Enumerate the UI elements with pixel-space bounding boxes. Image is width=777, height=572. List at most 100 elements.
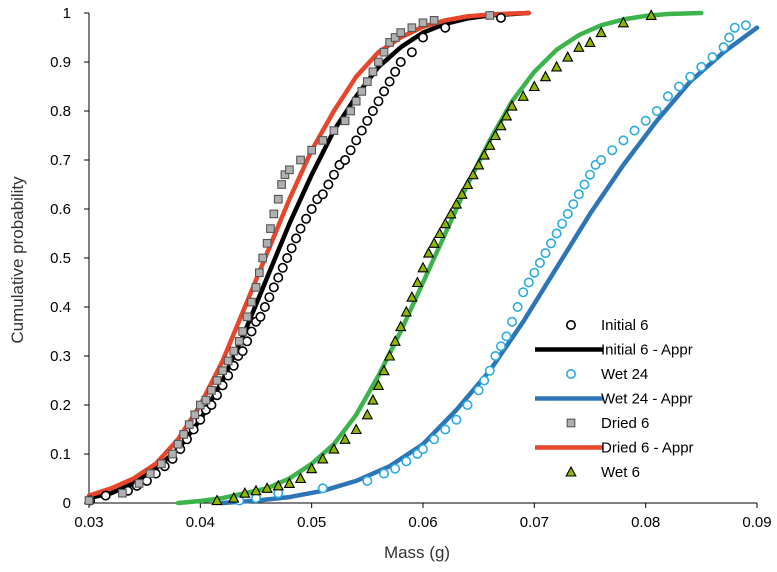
dried-6-point xyxy=(168,449,177,459)
dried-6-point xyxy=(157,459,166,469)
x-tick-label: 0.09 xyxy=(742,514,771,531)
initial-6-point xyxy=(384,76,395,87)
wet-24-point xyxy=(674,81,685,92)
wet-24-point xyxy=(562,208,573,219)
dried-6-point xyxy=(277,180,286,189)
wet-24-appr-line xyxy=(220,25,760,506)
wet-24-point xyxy=(579,179,590,190)
dried-6-point xyxy=(118,488,127,498)
wet-6-point xyxy=(428,237,440,248)
wet-6-point xyxy=(461,178,474,190)
wet-6-point xyxy=(506,99,518,111)
dried-6-point xyxy=(134,479,144,488)
legend-label-wet-6: Wet 6 xyxy=(601,464,640,481)
x-tick-label: 0.03 xyxy=(74,514,103,531)
legend-label-wet-24: Wet 24 xyxy=(601,366,648,383)
wet-24-point xyxy=(584,169,595,180)
initial-6-point xyxy=(291,233,302,244)
wet-6-point xyxy=(317,452,329,464)
wet-24-point xyxy=(551,228,562,239)
wet-6-point xyxy=(450,197,463,209)
wet-6-point xyxy=(584,36,596,47)
dried-6-point xyxy=(318,136,328,145)
initial-6-point xyxy=(301,213,312,224)
wet-6-point xyxy=(433,227,446,239)
wet-24-point xyxy=(534,257,545,268)
legend-marker-wet-24 xyxy=(565,368,576,379)
dried-6-point xyxy=(273,194,283,204)
wet-24-point xyxy=(718,42,729,53)
dried-6-point xyxy=(285,165,294,175)
wet-6-point xyxy=(395,320,407,332)
dried-6-point xyxy=(357,87,367,96)
dried-6-point xyxy=(396,28,406,37)
legend-marker-wet-6 xyxy=(565,465,577,477)
wet-6-point xyxy=(472,158,485,170)
wet-6-point xyxy=(573,41,585,52)
initial-6-point xyxy=(317,189,328,200)
wet-6-point xyxy=(228,491,240,503)
wet-24-point xyxy=(379,468,390,479)
dried-6-appr-line xyxy=(86,10,532,498)
x-tick-label: 0.04 xyxy=(186,514,215,531)
wet-6-point xyxy=(350,423,362,435)
wet-24-point xyxy=(573,189,584,200)
dried-6-point xyxy=(296,155,305,165)
initial-6-point xyxy=(356,125,367,136)
dried-6-point xyxy=(251,283,261,292)
wet-6-point xyxy=(272,479,284,491)
wet-6-point xyxy=(328,442,340,454)
initial-6-point xyxy=(367,106,378,117)
wet-6-point xyxy=(456,188,468,199)
x-tick-label: 0.08 xyxy=(631,514,660,531)
initial-6-point xyxy=(246,326,257,337)
dried-6-point xyxy=(329,126,339,135)
wet-24-point xyxy=(501,331,512,342)
dried-6-point xyxy=(340,116,350,126)
initial-6-appr-line xyxy=(86,10,532,501)
wet-24-point xyxy=(429,434,440,445)
dried-6-point xyxy=(390,33,400,42)
legend-label-dried-6-appr: Dried 6 - Appr xyxy=(601,440,694,457)
dried-6-point xyxy=(269,209,279,219)
wet-6-point xyxy=(500,109,513,121)
wet-6-point xyxy=(400,305,413,317)
dried-6-point xyxy=(407,23,417,33)
wet-24-point xyxy=(417,444,428,455)
dried-6-point xyxy=(379,47,389,57)
wet-24-point xyxy=(707,52,718,63)
wet-24-point xyxy=(362,475,373,486)
initial-6-point xyxy=(362,115,373,126)
initial-6-point xyxy=(141,475,152,486)
wet-24-point xyxy=(546,238,557,249)
initial-6-point xyxy=(345,145,356,156)
dried-6-point xyxy=(238,327,247,336)
wet-6-point xyxy=(250,484,262,496)
wet-24-point xyxy=(523,277,534,288)
wet-6-point xyxy=(595,26,607,38)
legend-marker-dried-6 xyxy=(566,418,576,428)
wet-24-point xyxy=(495,341,506,352)
wet-24-point xyxy=(724,32,735,43)
initial-6-point xyxy=(390,66,401,77)
wet-24-point xyxy=(696,61,707,72)
dried-6-point xyxy=(485,11,495,20)
y-tick-label: 0.1 xyxy=(50,446,71,463)
wet-6-point xyxy=(361,408,374,420)
y-tick-label: 0 xyxy=(63,495,71,512)
wet-24-point xyxy=(317,483,328,494)
wet-24-point xyxy=(685,71,696,82)
wet-6-point xyxy=(305,462,318,474)
dried-6-point xyxy=(418,18,428,28)
dried-6-point xyxy=(242,312,252,322)
wet-24-point xyxy=(618,135,629,146)
wet-24-point xyxy=(507,316,518,327)
wet-6-point xyxy=(417,261,429,273)
wet-24-point xyxy=(729,22,740,33)
y-tick-label: 0.2 xyxy=(50,397,71,414)
wet-6-point xyxy=(211,494,223,506)
wet-24-point xyxy=(512,301,523,312)
dried-6-point xyxy=(254,268,264,278)
wet-24-point xyxy=(651,106,662,117)
